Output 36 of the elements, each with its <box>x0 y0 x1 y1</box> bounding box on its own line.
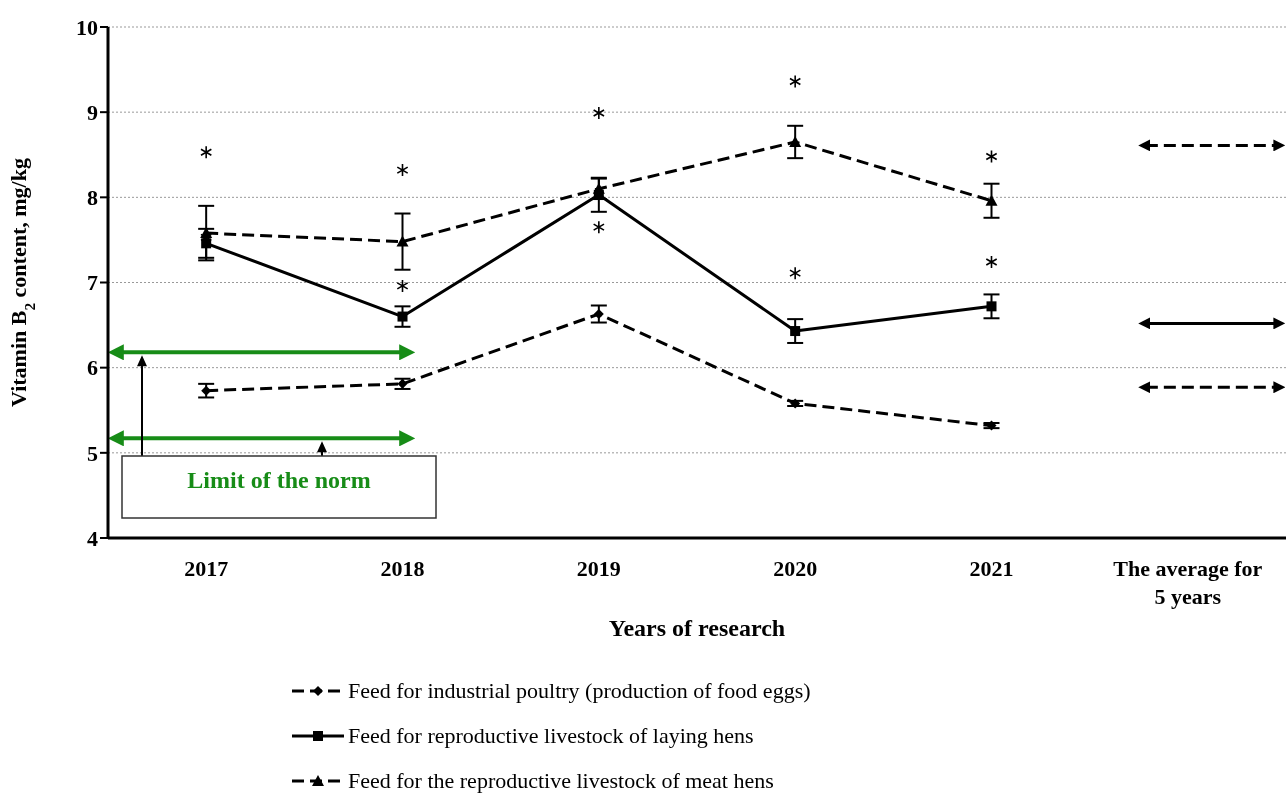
y-tick-label: 5 <box>87 440 98 466</box>
legend-label: Feed for reproductive livestock of laying hens <box>348 722 754 749</box>
point <box>986 420 997 431</box>
point <box>789 74 802 89</box>
x-tick-label: 2018 <box>380 556 425 581</box>
point <box>396 163 409 177</box>
y-tick-label: 9 <box>87 99 98 125</box>
point <box>986 301 997 312</box>
point <box>592 106 605 120</box>
point <box>592 220 605 234</box>
point <box>790 398 801 409</box>
point <box>789 266 802 280</box>
y-tick-label: 4 <box>87 525 98 551</box>
x-tick-label: The average for 5 years <box>1113 556 1263 609</box>
x-tick-label: 2017 <box>184 556 229 581</box>
y-tick-label: 10 <box>76 14 98 40</box>
y-tick-label: 6 <box>87 355 98 381</box>
annotation: Limit of the norm <box>187 467 371 493</box>
x-tick-label: 2020 <box>773 556 818 581</box>
point <box>397 378 408 389</box>
point <box>593 309 604 320</box>
y-tick-label: 8 <box>87 185 98 211</box>
legend-label: Feed for the reproductive livestock of meat hens <box>348 767 774 794</box>
point <box>396 235 409 247</box>
point <box>985 255 998 269</box>
point <box>397 311 408 322</box>
y-tick-label: 7 <box>87 270 98 296</box>
x-axis-title: Years of research <box>608 615 786 641</box>
point <box>985 149 998 164</box>
x-tick-label: 2019 <box>576 556 621 581</box>
point <box>200 145 213 159</box>
point <box>790 326 801 337</box>
point <box>789 135 802 147</box>
point <box>396 279 409 293</box>
legend-label: Feed for industrial poultry (production of food eggs) <box>348 677 811 704</box>
x-tick-label: 2021 <box>969 556 1014 581</box>
